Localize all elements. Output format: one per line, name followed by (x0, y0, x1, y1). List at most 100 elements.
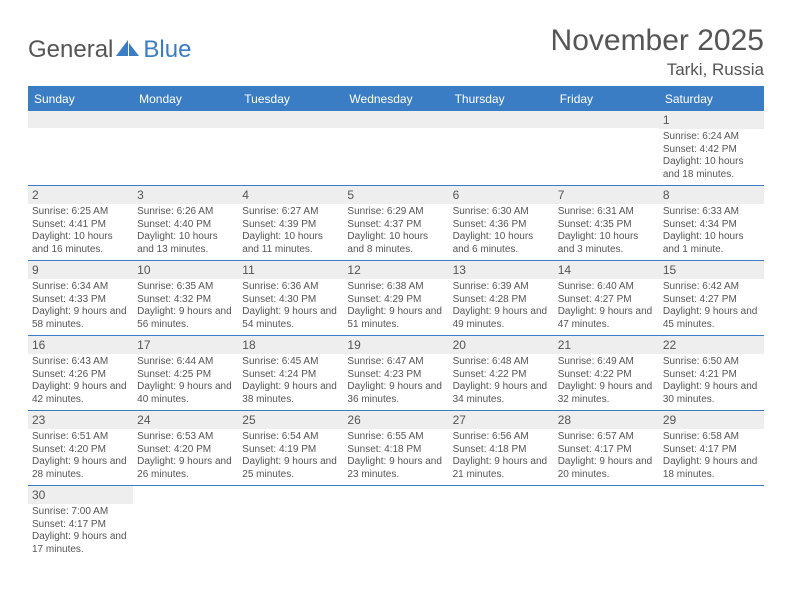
day-header: Monday (133, 87, 238, 111)
day-number: 8 (659, 186, 764, 204)
day-info: Sunrise: 6:55 AMSunset: 4:18 PMDaylight:… (347, 431, 444, 481)
day-cell (133, 111, 238, 185)
day-cell: 13Sunrise: 6:39 AMSunset: 4:28 PMDayligh… (449, 261, 554, 335)
day-number: 5 (343, 186, 448, 204)
header-row: General Blue November 2025 Tarki, Russia (28, 24, 764, 80)
day-cell: 19 Sunrise: 6:47 AMSunset: 4:23 PMDayligh… (343, 336, 448, 410)
day-cell (28, 111, 133, 185)
day-cell: 15Sunrise: 6:42 AMSunset: 4:27 PMDayligh… (659, 261, 764, 335)
day-number: 6 (449, 186, 554, 204)
day-cell: 10Sunrise: 6:35 AMSunset: 4:32 PMDayligh… (133, 261, 238, 335)
day-number: 3 (133, 186, 238, 204)
empty-day-bar (343, 111, 448, 128)
day-cell (343, 111, 448, 185)
day-cell: 24Sunrise: 6:53 AMSunset: 4:20 PMDayligh… (133, 411, 238, 485)
day-cell: 29 Sunrise: 6:58 AMSunset: 4:17 PMDayligh… (659, 411, 764, 485)
day-cell: 23 Sunrise: 6:51 AMSunset: 4:20 PMDayligh… (28, 411, 133, 485)
calendar-body: 1Sunrise: 6:24 AMSunset: 4:42 PMDaylight… (28, 111, 764, 560)
day-number: 28 (554, 411, 659, 429)
day-number: 13 (449, 261, 554, 279)
day-cell: 21Sunrise: 6:49 AMSunset: 4:22 PMDayligh… (554, 336, 659, 410)
empty-day-bar (449, 111, 554, 128)
day-info: Sunrise: 6:47 AMSunset: 4:23 PMDaylight:… (347, 356, 444, 406)
week-row: 1Sunrise: 6:24 AMSunset: 4:42 PMDaylight… (28, 111, 764, 186)
day-info: Sunrise: 6:36 AMSunset: 4:30 PMDaylight:… (242, 281, 339, 331)
day-info: Sunrise: 6:48 AMSunset: 4:22 PMDaylight:… (453, 356, 550, 406)
day-info: Sunrise: 6:51 AMSunset: 4:20 PMDaylight:… (32, 431, 129, 481)
day-cell (343, 486, 448, 560)
day-header: Sunday (28, 87, 133, 111)
location: Tarki, Russia (551, 60, 764, 80)
day-info: Sunrise: 6:33 AMSunset: 4:34 PMDaylight:… (663, 206, 760, 256)
month-title: November 2025 (551, 24, 764, 58)
day-cell: 18Sunrise: 6:45 AMSunset: 4:24 PMDayligh… (238, 336, 343, 410)
day-number: 14 (554, 261, 659, 279)
day-info: Sunrise: 6:50 AMSunset: 4:21 PMDaylight:… (663, 356, 760, 406)
calendar: SundayMondayTuesdayWednesdayThursdayFrid… (28, 86, 764, 560)
day-cell: 8 Sunrise: 6:33 AMSunset: 4:34 PMDaylight… (659, 186, 764, 260)
day-header: Thursday (449, 87, 554, 111)
day-cell: 22Sunrise: 6:50 AMSunset: 4:21 PMDayligh… (659, 336, 764, 410)
day-cell: 9Sunrise: 6:34 AMSunset: 4:33 PMDaylight… (28, 261, 133, 335)
day-info: Sunrise: 6:24 AMSunset: 4:42 PMDaylight:… (663, 131, 760, 181)
day-cell (449, 111, 554, 185)
day-cell: 3 Sunrise: 6:26 AMSunset: 4:40 PMDaylight… (133, 186, 238, 260)
day-info: Sunrise: 6:34 AMSunset: 4:33 PMDaylight:… (32, 281, 129, 331)
day-cell: 16 Sunrise: 6:43 AMSunset: 4:26 PMDayligh… (28, 336, 133, 410)
day-info: Sunrise: 6:45 AMSunset: 4:24 PMDaylight:… (242, 356, 339, 406)
title-block: November 2025 Tarki, Russia (551, 24, 764, 80)
week-row: 2Sunrise: 6:25 AMSunset: 4:41 PMDaylight… (28, 186, 764, 261)
day-info: Sunrise: 6:57 AMSunset: 4:17 PMDaylight:… (558, 431, 655, 481)
sail-icon (115, 36, 141, 64)
day-cell (238, 486, 343, 560)
day-number: 29 (659, 411, 764, 429)
day-number: 15 (659, 261, 764, 279)
day-number: 24 (133, 411, 238, 429)
day-number: 12 (343, 261, 448, 279)
day-cell (133, 486, 238, 560)
empty-day-bar (238, 111, 343, 128)
day-cell: 26Sunrise: 6:55 AMSunset: 4:18 PMDayligh… (343, 411, 448, 485)
day-cell: 1Sunrise: 6:24 AMSunset: 4:42 PMDaylight… (659, 111, 764, 185)
day-cell (238, 111, 343, 185)
day-info: Sunrise: 6:38 AMSunset: 4:29 PMDaylight:… (347, 281, 444, 331)
day-cell: 4Sunrise: 6:27 AMSunset: 4:39 PMDaylight… (238, 186, 343, 260)
empty-day-bar (554, 111, 659, 128)
day-info: Sunrise: 6:58 AMSunset: 4:17 PMDaylight:… (663, 431, 760, 481)
day-info: Sunrise: 6:30 AMSunset: 4:36 PMDaylight:… (453, 206, 550, 256)
day-number: 23 (28, 411, 133, 429)
day-info: Sunrise: 6:54 AMSunset: 4:19 PMDaylight:… (242, 431, 339, 481)
week-row: 9Sunrise: 6:34 AMSunset: 4:33 PMDaylight… (28, 261, 764, 336)
day-header: Friday (554, 87, 659, 111)
day-number: 16 (28, 336, 133, 354)
day-number: 11 (238, 261, 343, 279)
empty-day-bar (28, 111, 133, 128)
day-cell: 11 Sunrise: 6:36 AMSunset: 4:30 PMDayligh… (238, 261, 343, 335)
day-cell (659, 486, 764, 560)
week-row: 16 Sunrise: 6:43 AMSunset: 4:26 PMDayligh… (28, 336, 764, 411)
day-cell: 14Sunrise: 6:40 AMSunset: 4:27 PMDayligh… (554, 261, 659, 335)
day-cell (554, 111, 659, 185)
day-info: Sunrise: 6:31 AMSunset: 4:35 PMDaylight:… (558, 206, 655, 256)
day-number: 19 (343, 336, 448, 354)
week-row: 23 Sunrise: 6:51 AMSunset: 4:20 PMDayligh… (28, 411, 764, 486)
day-cell: 28 Sunrise: 6:57 AMSunset: 4:17 PMDayligh… (554, 411, 659, 485)
day-info: Sunrise: 7:00 AMSunset: 4:17 PMDaylight:… (32, 506, 129, 556)
day-cell: 20Sunrise: 6:48 AMSunset: 4:22 PMDayligh… (449, 336, 554, 410)
day-header: Tuesday (238, 87, 343, 111)
day-info: Sunrise: 6:56 AMSunset: 4:18 PMDaylight:… (453, 431, 550, 481)
day-cell: 12 Sunrise: 6:38 AMSunset: 4:29 PMDayligh… (343, 261, 448, 335)
day-cell: 27 Sunrise: 6:56 AMSunset: 4:18 PMDayligh… (449, 411, 554, 485)
week-row: 30Sunrise: 7:00 AMSunset: 4:17 PMDayligh… (28, 486, 764, 560)
day-cell: 6 Sunrise: 6:30 AMSunset: 4:36 PMDaylight… (449, 186, 554, 260)
day-info: Sunrise: 6:43 AMSunset: 4:26 PMDaylight:… (32, 356, 129, 406)
day-number: 17 (133, 336, 238, 354)
day-info: Sunrise: 6:26 AMSunset: 4:40 PMDaylight:… (137, 206, 234, 256)
day-info: Sunrise: 6:44 AMSunset: 4:25 PMDaylight:… (137, 356, 234, 406)
logo-text-2: Blue (143, 36, 191, 64)
day-number: 10 (133, 261, 238, 279)
logo: General Blue (28, 36, 191, 64)
day-info: Sunrise: 6:29 AMSunset: 4:37 PMDaylight:… (347, 206, 444, 256)
day-number: 27 (449, 411, 554, 429)
day-cell: 7Sunrise: 6:31 AMSunset: 4:35 PMDaylight… (554, 186, 659, 260)
